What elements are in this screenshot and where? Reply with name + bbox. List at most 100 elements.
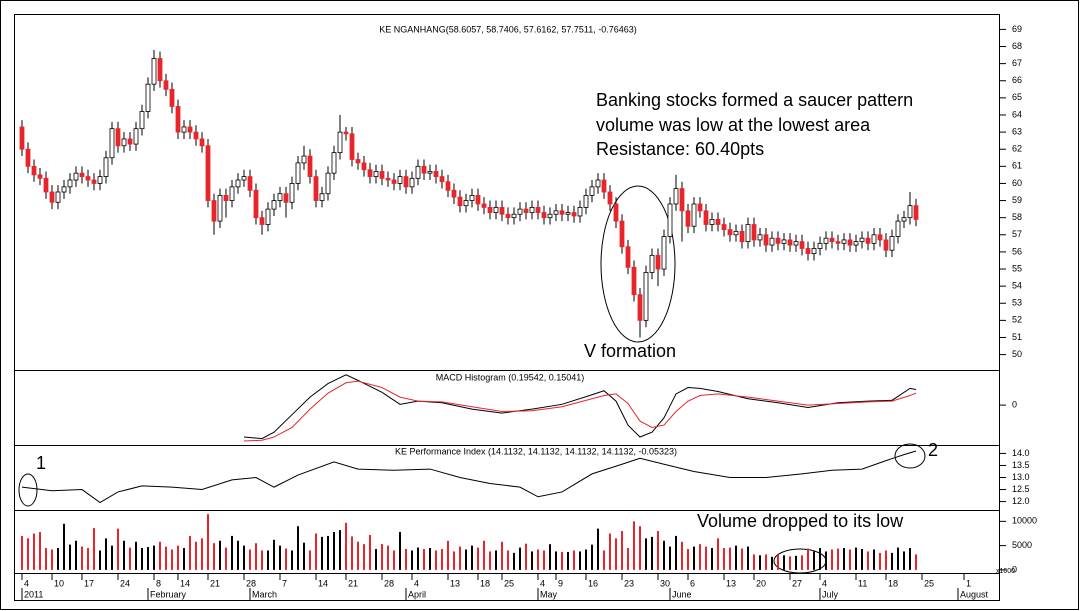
candle-body [913,205,919,220]
candle-body [541,212,547,219]
candle-body [865,237,871,244]
performance-title: KE Performance Index (14.1132, 14.1132, … [395,446,677,456]
candle-body [181,126,187,133]
candle-body [775,237,781,244]
candle-body [805,248,811,255]
x-tick-label: 16 [588,578,598,588]
candle-body [649,254,655,273]
x-tick-label: 11 [858,578,867,588]
candle-body [733,230,739,236]
candle-body [319,193,325,201]
candle-body [133,128,139,145]
candle-body [433,171,439,177]
x-tick-label: 28 [246,578,256,588]
y-tick-label: 63 [1012,126,1022,136]
y-tick-label: 58 [1012,212,1022,222]
y-tick-label: 5000 [1012,540,1032,550]
x-tick-label: 25 [924,578,934,588]
candle-body [739,230,745,243]
candle-body [403,176,409,188]
x-tick-label: 13 [450,578,460,588]
y-tick-label: 69 [1012,24,1022,34]
y-tick-label: 0 [1012,399,1017,409]
candle-body [763,234,769,246]
candle-body [877,234,883,241]
candle-body [811,248,817,255]
candle-body [109,128,115,159]
candle-body [379,171,385,179]
candle-body [721,224,727,231]
candle-body [757,234,763,241]
candle-body [43,177,49,193]
candle-body [475,195,481,205]
x-tick-label: 6 [690,578,695,588]
candle-body [577,207,583,217]
candle-body [619,220,625,248]
candle-body [571,212,577,217]
candle-body [37,174,43,179]
candle-body [781,239,787,244]
candle-body [271,200,277,210]
candle-body [457,196,463,207]
candle-body [169,88,175,107]
annotation: 2 [928,440,938,460]
v-ellipse [600,185,676,343]
candle-body [205,145,211,201]
candle-body [325,172,331,195]
plot-frame [14,14,1000,601]
y-tick-label: 52 [1012,315,1022,325]
annotation: Banking stocks formed a saucer pattern [596,90,913,110]
candle-body [889,236,895,251]
candle-body [715,218,721,225]
candle-body [175,106,181,133]
candle-body [553,210,559,215]
month-label: May [540,589,558,599]
candle-body [493,207,499,213]
candle-body [685,210,691,227]
candle-body [343,131,349,135]
y-tick-label: 55 [1012,263,1022,273]
candle-body [415,165,421,179]
month-label: April [408,589,426,599]
y-tick-label: 14.0 [1012,448,1030,458]
candle-body [847,239,853,246]
candle-body [223,195,229,201]
x-tick-label: 17 [84,578,94,588]
x-tick-label: 4 [24,578,29,588]
candle-body [301,155,307,164]
month-label: February [150,589,187,599]
y-tick-label: 54 [1012,281,1022,291]
y-tick-label: 12.5 [1012,484,1030,494]
y-tick-label: 67 [1012,58,1022,68]
candle-body [79,172,85,177]
y-tick-label: 59 [1012,195,1022,205]
candle-body [157,58,163,82]
candle-body [337,131,343,154]
candle-body [91,179,97,184]
month-label: August [960,589,989,599]
candle-body [199,138,205,147]
x-tick-label: 8 [156,578,161,588]
x-tick-label: 7 [282,578,287,588]
candle-body [823,237,829,244]
x-tick-label: 27 [792,578,802,588]
y-tick-label: 62 [1012,144,1022,154]
candle-body [127,138,133,145]
candle-body [97,176,103,184]
candle-body [589,186,595,196]
candle-body [439,176,445,183]
candle-body [673,188,679,205]
candle-body [595,179,601,188]
candle-body [793,241,799,246]
candle-body [799,241,805,249]
candle-body [427,171,433,174]
candle-body [19,126,25,150]
y-tick-label: 51 [1012,332,1022,342]
candle-body [841,239,847,244]
candle-body [25,148,31,167]
candle-body [121,138,127,147]
y-tick-label: 56 [1012,246,1022,256]
candle-body [163,80,169,90]
candle-body [535,207,541,213]
y-tick-label: 13.0 [1012,472,1030,482]
